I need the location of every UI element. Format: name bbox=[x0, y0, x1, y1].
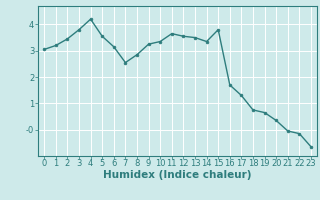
X-axis label: Humidex (Indice chaleur): Humidex (Indice chaleur) bbox=[103, 170, 252, 180]
